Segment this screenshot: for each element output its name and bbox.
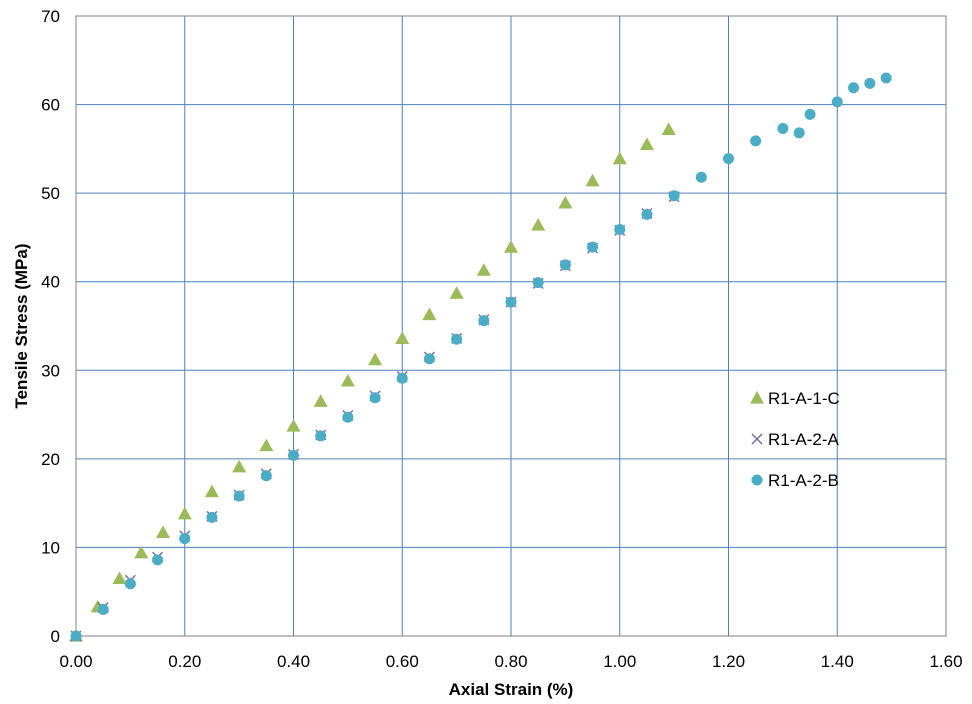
legend-label: R1-A-1-C (768, 389, 840, 408)
y-tick-label: 60 (41, 96, 60, 115)
data-point (668, 190, 680, 202)
data-point (260, 470, 272, 482)
legend-item: R1-A-2-A (751, 430, 840, 449)
y-tick-label: 70 (41, 7, 60, 26)
series-R1-A-1-C (69, 122, 676, 642)
y-tick-label: 10 (41, 538, 60, 557)
data-point (288, 449, 299, 461)
data-point (505, 296, 517, 308)
x-tick-label: 1.60 (929, 652, 962, 671)
series-R1-A-2-B (70, 72, 892, 642)
legend-marker (751, 474, 763, 486)
data-point (804, 108, 816, 120)
legend-marker (750, 391, 764, 404)
data-point (204, 484, 219, 498)
data-point (124, 578, 136, 590)
data-point (232, 459, 247, 473)
data-point (369, 392, 381, 404)
data-point (368, 352, 383, 366)
y-tick-label: 50 (41, 184, 60, 203)
x-tick-label: 0.80 (494, 652, 527, 671)
data-point (112, 571, 127, 585)
data-point (422, 307, 437, 321)
data-point (152, 554, 164, 566)
data-point (641, 208, 653, 220)
data-point (233, 490, 245, 502)
x-tick-label: 0.00 (59, 652, 92, 671)
legend-item: R1-A-2-B (751, 471, 839, 490)
data-point (449, 286, 464, 299)
y-axis-tick-labels: 0 10 20 30 40 50 60 70 (41, 7, 60, 646)
data-point (587, 241, 599, 253)
data-point (97, 603, 109, 615)
data-point (156, 525, 170, 538)
data-point (750, 135, 762, 147)
legend-marker (751, 433, 763, 445)
y-tick-label: 30 (41, 361, 60, 380)
data-point (70, 630, 82, 642)
data-point (793, 127, 805, 139)
data-point (478, 315, 490, 327)
data-point (315, 430, 327, 442)
data-point (286, 419, 301, 432)
x-tick-label: 1.20 (712, 652, 745, 671)
data-point (179, 533, 191, 545)
data-point (880, 72, 892, 84)
data-point (864, 77, 876, 89)
series-R1-A-2-A (70, 191, 680, 642)
y-axis-title: Tensile Stress (MPa) (12, 243, 31, 408)
data-point (695, 171, 707, 183)
data-point (558, 195, 573, 209)
data-point (206, 511, 218, 523)
legend-item: R1-A-1-C (750, 389, 840, 408)
y-tick-label: 0 (51, 627, 60, 646)
x-axis-title: Axial Strain (%) (449, 680, 574, 699)
data-point (342, 411, 354, 423)
data-point (639, 137, 654, 151)
y-tick-label: 40 (41, 273, 60, 292)
x-tick-label: 1.00 (603, 652, 636, 671)
data-point (661, 122, 676, 135)
data-point (504, 240, 518, 253)
x-tick-label: 0.40 (277, 652, 310, 671)
data-point (476, 263, 491, 276)
data-point (777, 122, 789, 134)
x-tick-label: 0.20 (168, 652, 201, 671)
data-point (396, 372, 408, 384)
x-tick-label: 1.40 (821, 652, 854, 671)
data-point (177, 506, 192, 520)
x-tick-label: 0.60 (386, 652, 419, 671)
data-point (531, 218, 546, 231)
data-point (313, 394, 328, 407)
data-point (848, 82, 860, 94)
x-axis-tick-labels: 0.00 0.20 0.40 0.60 0.80 1.00 1.20 1.40 1.60 (59, 652, 962, 671)
legend-label: R1-A-2-B (768, 471, 839, 490)
data-point (614, 223, 626, 235)
data-point (532, 277, 544, 289)
legend: R1-A-1-C R1-A-2-A R1-A-2-B (750, 389, 840, 490)
data-point (451, 333, 463, 345)
plot-area-border (75, 15, 947, 637)
grid-lines (75, 15, 947, 637)
data-point (395, 331, 410, 344)
y-tick-label: 20 (41, 450, 60, 469)
data-point (612, 151, 627, 165)
data-point (423, 353, 435, 365)
data-point (831, 96, 843, 108)
data-point (723, 153, 734, 165)
data-point (340, 373, 355, 387)
legend-label: R1-A-2-A (768, 430, 840, 449)
data-point (134, 545, 149, 559)
data-point (259, 438, 274, 452)
data-point (585, 173, 600, 187)
data-point (559, 259, 571, 271)
data-series (69, 72, 892, 642)
